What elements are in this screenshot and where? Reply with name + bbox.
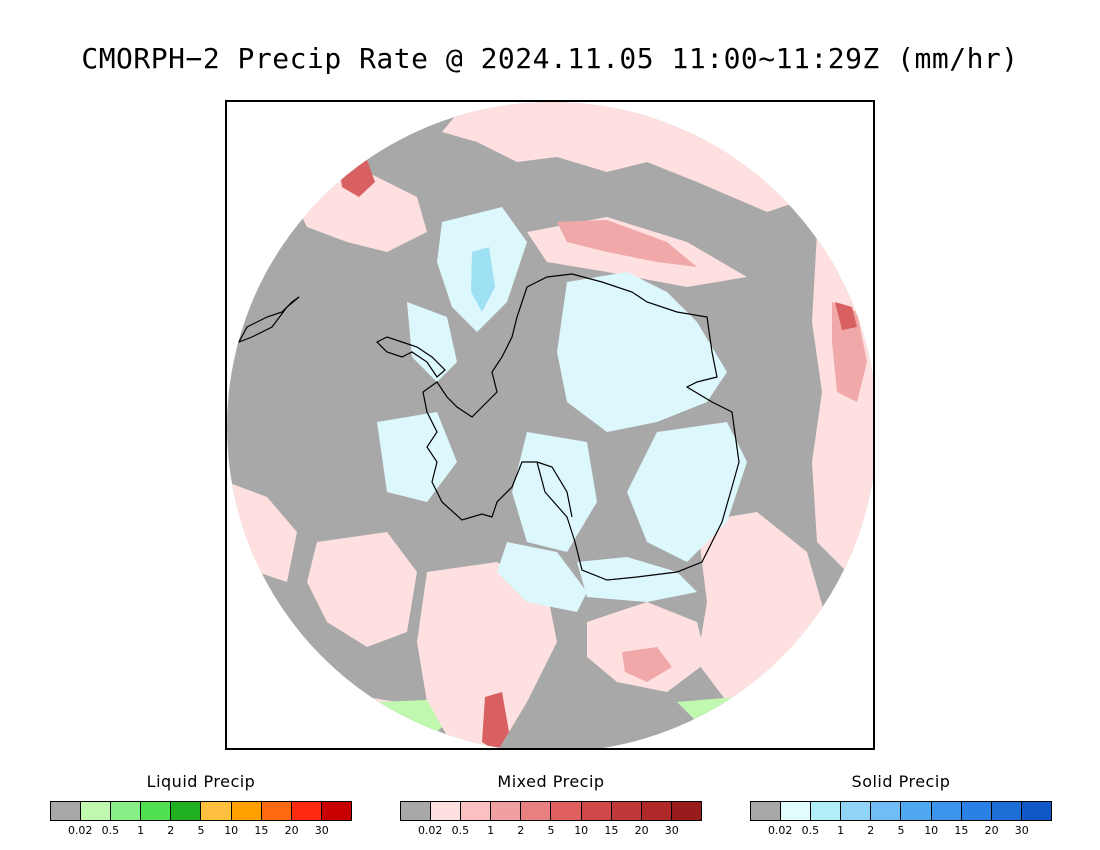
legend-swatch <box>521 802 552 820</box>
legend-tick-label: 0.02 <box>417 824 443 837</box>
ross-ice-shelf-edge <box>536 461 573 518</box>
legend-tick-label: 0.02 <box>767 824 793 837</box>
legend-swatch <box>291 802 322 820</box>
legend-tick-label: 10 <box>924 824 939 837</box>
legend-tick-label: 20 <box>984 824 999 837</box>
legend-title-liquid: Liquid Precip <box>146 772 256 791</box>
legend-swatch <box>931 802 962 820</box>
map-frame <box>225 100 875 750</box>
legend-swatch <box>551 802 582 820</box>
legend-tick-label: 15 <box>254 824 269 837</box>
legend-ticks-liquid: 0.02 0.5 1 2 5 10 15 20 30 <box>50 824 352 838</box>
legend-tick-label: 5 <box>897 824 905 837</box>
legend-tick-label: 1 <box>837 824 845 837</box>
legend-swatch <box>1021 802 1051 820</box>
legend-swatch <box>751 802 782 820</box>
legend-swatch <box>991 802 1022 820</box>
solid-precip-areas <box>377 207 747 612</box>
legend-tick-label: 1 <box>137 824 145 837</box>
legend-tick-label: 5 <box>197 824 205 837</box>
legend-tick-label: 30 <box>664 824 679 837</box>
legend-liquid-precip: Liquid Precip 0.02 0.5 1 2 5 10 15 20 30 <box>50 772 352 838</box>
legend-tick-label: 30 <box>1014 824 1029 837</box>
map-title: CMORPH−2 Precip Rate @ 2024.11.05 11:00~… <box>81 42 1019 75</box>
precip-map <box>227 102 873 748</box>
legend-tick-label: 10 <box>224 824 239 837</box>
legend-tick-label: 30 <box>314 824 329 837</box>
legend-tick-label: 5 <box>547 824 555 837</box>
coastlines <box>237 273 740 581</box>
legend-swatch <box>401 802 432 820</box>
antarctica-coastline <box>422 273 740 581</box>
legend-swatch <box>431 802 462 820</box>
legend-swatch <box>491 802 522 820</box>
legend-tick-label: 2 <box>867 824 875 837</box>
legend-tick-label: 10 <box>574 824 589 837</box>
legend-title-solid: Solid Precip <box>851 772 951 791</box>
legend-swatch <box>841 802 872 820</box>
legend-tick-label: 0.5 <box>801 824 820 837</box>
legend-swatch <box>871 802 902 820</box>
legend-title-mixed: Mixed Precip <box>497 772 605 791</box>
legend-tick-label: 0.5 <box>451 824 470 837</box>
legend-tick-label: 2 <box>517 824 525 837</box>
legend-swatch <box>461 802 492 820</box>
legend-ticks-mixed: 0.02 0.5 1 2 5 10 15 20 30 <box>400 824 702 838</box>
legend-tick-label: 2 <box>167 824 175 837</box>
legend-swatch <box>671 802 701 820</box>
antarctic-peninsula <box>375 336 446 378</box>
legend-swatch <box>141 802 172 820</box>
legend-swatch <box>111 802 142 820</box>
legend-tick-label: 1 <box>487 824 495 837</box>
legend-swatch <box>781 802 812 820</box>
legend-colorbar-solid <box>750 801 1052 821</box>
legend-colorbar-liquid <box>50 801 352 821</box>
legend-colorbar-mixed <box>400 801 702 821</box>
legend-tick-label: 20 <box>634 824 649 837</box>
legend-swatch <box>321 802 351 820</box>
legend-solid-precip: Solid Precip 0.02 0.5 1 2 5 10 15 20 30 <box>750 772 1052 838</box>
legend-tick-label: 0.02 <box>67 824 93 837</box>
legend-tick-label: 20 <box>284 824 299 837</box>
legend-swatch <box>231 802 262 820</box>
legend-tick-label: 15 <box>954 824 969 837</box>
legend-swatch <box>961 802 992 820</box>
legend-swatch <box>51 802 82 820</box>
legend-swatch <box>611 802 642 820</box>
legend-tick-label: 0.5 <box>101 824 120 837</box>
legend-swatch <box>201 802 232 820</box>
legend-swatch <box>171 802 202 820</box>
legend-tick-label: 15 <box>604 824 619 837</box>
legend-ticks-solid: 0.02 0.5 1 2 5 10 15 20 30 <box>750 824 1052 838</box>
legend-swatch <box>261 802 292 820</box>
legend-mixed-precip: Mixed Precip 0.02 0.5 1 2 5 10 15 20 30 <box>400 772 702 838</box>
legend-swatch <box>81 802 112 820</box>
legend-swatch <box>581 802 612 820</box>
south-america-tip <box>237 296 300 344</box>
legend-swatch <box>641 802 672 820</box>
legend-swatch <box>811 802 842 820</box>
legend-swatch <box>901 802 932 820</box>
